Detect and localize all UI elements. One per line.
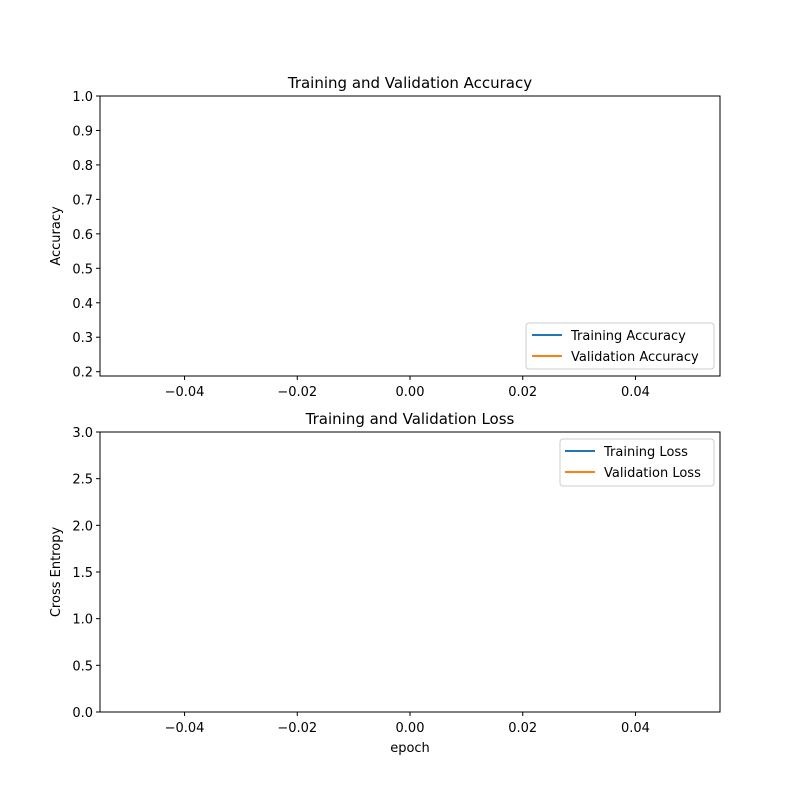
accuracy-y-tick-label: 0.5 [72, 262, 93, 277]
loss-plot-frame [99, 431, 721, 713]
loss-x-tick-label: 0.00 [396, 721, 425, 736]
accuracy-y-tick-label: 0.2 [72, 366, 93, 381]
accuracy-legend-box [525, 322, 715, 370]
accuracy-y-tick-label: 1.0 [72, 90, 93, 105]
loss-x-tick-label: 0.04 [621, 721, 650, 736]
loss-subplot: Training and Validation Loss Cross Entro… [49, 410, 721, 756]
accuracy-chart-title: Training and Validation Accuracy [287, 74, 532, 92]
accuracy-y-axis-label: Accuracy [49, 206, 64, 266]
accuracy-y-ticks: 0.2 0.3 0.4 0.5 0.6 0.7 0.8 0.9 1.0 [72, 90, 100, 381]
loss-y-tick-label: 2.0 [72, 519, 93, 534]
accuracy-legend: Training Accuracy Validation Accuracy [525, 322, 715, 370]
loss-y-tick-label: 2.5 [72, 473, 93, 488]
loss-x-ticks: −0.04 −0.02 0.00 0.02 0.04 [165, 712, 650, 736]
accuracy-y-tick-label: 0.4 [72, 297, 93, 312]
accuracy-x-tick-label: 0.04 [621, 385, 650, 400]
accuracy-y-tick-label: 0.6 [72, 228, 93, 243]
loss-x-tick-label: −0.04 [165, 721, 205, 736]
accuracy-y-tick-label: 0.7 [72, 193, 93, 208]
validation-loss-legend-label: Validation Loss [604, 466, 701, 481]
loss-y-ticks: 0.0 0.5 1.0 1.5 2.0 2.5 3.0 [72, 426, 100, 721]
loss-y-tick-label: 0.0 [72, 706, 93, 721]
loss-y-tick-label: 1.0 [72, 613, 93, 628]
loss-y-tick-label: 1.5 [72, 566, 93, 581]
loss-legend-box [559, 438, 715, 487]
accuracy-y-tick-label: 0.3 [72, 331, 93, 346]
accuracy-y-tick-label: 0.8 [72, 159, 93, 174]
accuracy-y-tick-label: 0.9 [72, 124, 93, 139]
loss-y-tick-label: 3.0 [72, 426, 93, 441]
loss-chart-title: Training and Validation Loss [305, 410, 515, 428]
loss-y-axis-label: Cross Entropy [49, 527, 64, 618]
loss-x-axis-label: epoch [390, 741, 430, 756]
accuracy-x-tick-label: −0.04 [165, 385, 205, 400]
loss-legend: Training Loss Validation Loss [559, 438, 715, 487]
loss-y-tick-label: 0.5 [72, 659, 93, 674]
accuracy-x-tick-label: 0.02 [508, 385, 537, 400]
loss-x-tick-label: −0.02 [277, 721, 317, 736]
training-loss-legend-label: Training Loss [603, 445, 688, 460]
accuracy-x-ticks: −0.04 −0.02 0.00 0.02 0.04 [165, 376, 650, 400]
accuracy-x-tick-label: 0.00 [396, 385, 425, 400]
training-accuracy-legend-label: Training Accuracy [570, 329, 686, 344]
validation-accuracy-legend-label: Validation Accuracy [571, 350, 699, 365]
accuracy-subplot: Training and Validation Accuracy Accurac… [49, 74, 721, 400]
accuracy-plot-frame [99, 95, 721, 377]
accuracy-x-tick-label: −0.02 [277, 385, 317, 400]
loss-x-tick-label: 0.02 [508, 721, 537, 736]
